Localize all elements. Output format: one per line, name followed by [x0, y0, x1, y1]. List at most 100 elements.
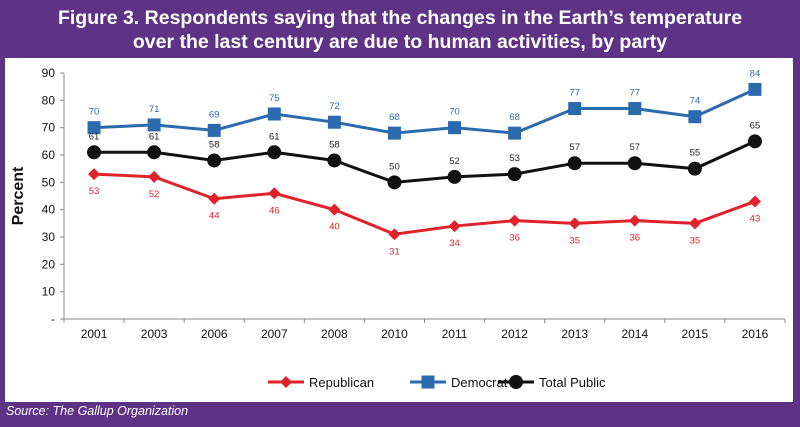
legend-republican-marker	[280, 376, 292, 388]
republican-point	[508, 214, 521, 227]
total-public-data-label: 55	[690, 148, 701, 159]
republican-point	[148, 170, 161, 183]
republican-point	[688, 217, 701, 230]
legend-republican-label: Republican	[309, 375, 374, 390]
total-public-point	[627, 156, 642, 171]
republican-data-label: 40	[329, 222, 340, 233]
democrat-data-label: 75	[269, 93, 280, 104]
democrat-point	[147, 118, 161, 132]
democrat-data-label: 74	[690, 96, 701, 107]
source-note: Source: The Gallup Organization	[6, 404, 189, 418]
republican-data-label: 31	[389, 246, 400, 257]
x-tick-label: 2006	[201, 327, 228, 341]
total-public-point	[207, 153, 222, 168]
total-public-point	[87, 145, 102, 160]
republican-point	[208, 192, 221, 205]
x-tick-label: 2001	[81, 327, 108, 341]
y-axis-label: Percent	[10, 166, 27, 225]
republican-point	[268, 187, 281, 200]
democrat-data-label: 69	[209, 109, 220, 120]
total-public-point	[147, 145, 162, 160]
democrat-point	[387, 126, 401, 140]
legend-total-public-label: Total Public	[539, 375, 606, 390]
x-tick-label: 2011	[442, 327, 468, 341]
title-line-2: over the last century are due to human a…	[132, 31, 668, 53]
republican-point	[568, 217, 581, 230]
democrat-point	[628, 102, 642, 116]
democrat-data-label: 71	[149, 104, 160, 115]
republican-data-label: 53	[89, 186, 100, 197]
democrat-point	[508, 126, 522, 140]
total-public-data-label: 57	[569, 142, 580, 153]
total-public-point	[447, 169, 462, 184]
republican-line	[93, 172, 756, 236]
total-public-data-label: 65	[750, 120, 761, 131]
republican-data-label: 35	[569, 235, 580, 246]
chart-title: Figure 3. Respondents saying that the ch…	[0, 6, 800, 54]
total-public-data-label: 53	[509, 153, 520, 164]
republican-point	[88, 168, 101, 181]
x-tick-label: 2013	[561, 327, 588, 341]
republican-point	[628, 214, 641, 227]
y-tick-label: 30	[42, 230, 56, 244]
total-public-point	[507, 167, 522, 182]
democrat-point	[327, 115, 341, 129]
republican-data-label: 36	[630, 233, 641, 244]
democrat-line	[93, 88, 756, 135]
total-public-point	[267, 145, 282, 160]
total-public-data-label: 58	[329, 139, 340, 150]
democrat-data-label: 68	[509, 112, 520, 123]
republican-data-label: 44	[209, 211, 220, 222]
democrat-data-label: 70	[89, 107, 100, 118]
democrat-data-label: 84	[750, 68, 761, 79]
total-public-data-label: 61	[89, 131, 100, 142]
total-public-data-label: 61	[149, 131, 160, 142]
total-public-point	[747, 134, 762, 149]
chart-panel	[5, 58, 793, 402]
total-public-data-label: 52	[449, 156, 460, 167]
title-line-1: Figure 3. Respondents saying that the ch…	[57, 7, 743, 29]
democrat-data-label: 77	[630, 88, 641, 99]
republican-point	[328, 203, 341, 216]
democrat-point	[267, 107, 281, 121]
republican-point	[748, 195, 761, 208]
democrat-point	[748, 82, 762, 96]
y-tick-label: 50	[42, 175, 56, 189]
republican-data-label: 43	[750, 213, 761, 224]
republican-point	[448, 220, 461, 233]
democrat-point	[207, 123, 221, 137]
democrat-data-label: 77	[569, 88, 580, 99]
total-public-data-label: 57	[630, 142, 641, 153]
y-tick-label: 60	[42, 148, 56, 162]
democrat-point	[448, 121, 462, 135]
y-tick-label: -	[51, 312, 55, 326]
republican-data-label: 46	[269, 205, 280, 216]
republican-data-label: 36	[509, 233, 520, 244]
total-public-point	[327, 153, 342, 168]
democrat-data-label: 68	[389, 112, 400, 123]
republican-data-label: 35	[690, 235, 701, 246]
total-public-point	[387, 175, 402, 190]
x-tick-label: 2010	[381, 327, 408, 341]
legend-democrat-marker	[421, 375, 435, 389]
total-public-data-label: 61	[269, 131, 280, 142]
republican-data-label: 52	[149, 189, 160, 200]
x-tick-label: 2015	[682, 327, 709, 341]
y-tick-label: 20	[42, 257, 56, 271]
legend-total-public-marker	[509, 375, 523, 389]
x-tick-label: 2008	[321, 327, 348, 341]
democrat-data-label: 70	[449, 107, 460, 118]
democrat-point	[688, 110, 702, 124]
democrat-point	[568, 102, 582, 116]
x-tick-label: 2003	[141, 327, 168, 341]
total-public-point	[687, 161, 702, 176]
legend-democrat-label: Democrat	[451, 375, 508, 390]
x-tick-label: 2012	[501, 327, 528, 341]
republican-point	[388, 228, 401, 241]
x-tick-label: 2016	[742, 327, 769, 341]
y-tick-label: 80	[42, 93, 56, 107]
total-public-line	[94, 139, 756, 184]
x-tick-label: 2014	[621, 327, 648, 341]
y-tick-label: 70	[42, 121, 56, 135]
total-public-point	[567, 156, 582, 171]
